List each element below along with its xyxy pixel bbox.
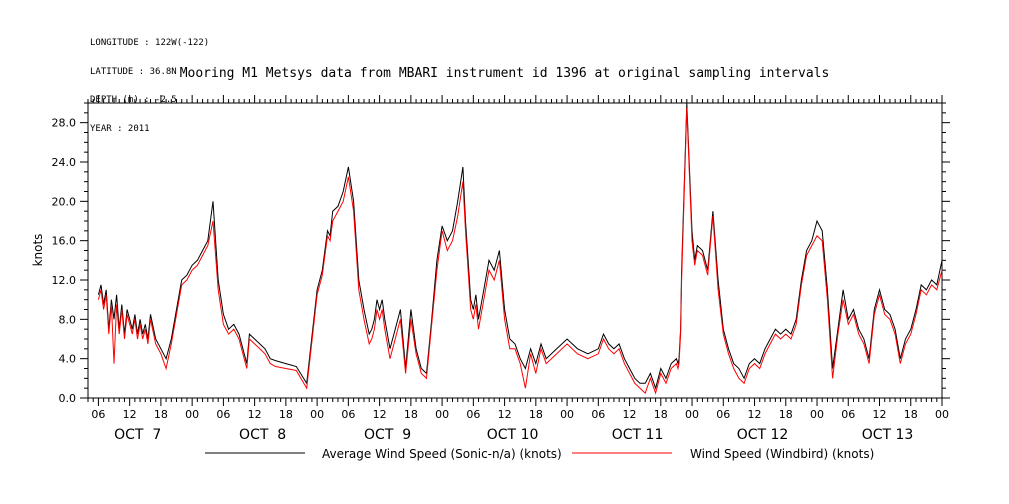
x-tick-label: 06 [841, 408, 855, 421]
x-tick-label: 18 [654, 408, 668, 421]
y-tick-label: 12.0 [52, 274, 77, 287]
date-label: OCT 12 [737, 427, 789, 443]
series-line-sonic [97, 102, 943, 390]
x-tick-label: 06 [591, 408, 605, 421]
x-tick-label: 18 [279, 408, 293, 421]
legend-label-sonic: Average Wind Speed (Sonic-n/a) (knots) [322, 447, 562, 461]
x-tick-label: 00 [560, 408, 574, 421]
x-tick-label: 18 [779, 408, 793, 421]
x-tick-label: 00 [935, 408, 949, 421]
x-tick-label: 18 [154, 408, 168, 421]
x-tick-label: 06 [716, 408, 730, 421]
y-tick-label: 8.0 [59, 313, 77, 326]
y-tick-label: 20.0 [52, 195, 77, 208]
y-tick-label: 0.0 [59, 392, 77, 405]
y-tick-label: 24.0 [52, 156, 77, 169]
x-tick-label: 12 [623, 408, 637, 421]
x-tick-label: 12 [498, 408, 512, 421]
x-tick-label: 00 [310, 408, 324, 421]
y-axis-label: knots [31, 234, 45, 267]
date-label: OCT 7 [114, 427, 161, 443]
x-tick-label: 00 [435, 408, 449, 421]
x-tick-label: 12 [373, 408, 387, 421]
latitude-text: LATITUDE : 36.8N [90, 66, 177, 77]
x-tick-label: 06 [341, 408, 355, 421]
chart-title: Mooring M1 Metsys data from MBARI instru… [179, 66, 830, 81]
x-tick-label: 18 [529, 408, 543, 421]
x-tick-label: 00 [185, 408, 199, 421]
date-label: OCT 9 [364, 427, 411, 443]
x-tick-label: 12 [123, 408, 137, 421]
x-tick-label: 12 [248, 408, 262, 421]
y-tick-label: 28.0 [52, 117, 77, 130]
x-tick-label: 06 [466, 408, 480, 421]
y-tick-label: 16.0 [52, 235, 77, 248]
x-tick-label: 00 [685, 408, 699, 421]
series-line-windbird [97, 107, 943, 395]
longitude-text: LONGITUDE : 122W(-122) [90, 38, 210, 48]
x-tick-label: 00 [810, 408, 824, 421]
date-label: OCT 10 [487, 427, 539, 443]
y-tick-label: 4.0 [59, 353, 77, 366]
x-tick-label: 12 [873, 408, 887, 421]
x-tick-label: 12 [748, 408, 762, 421]
year-text: YEAR : 2011 [90, 123, 150, 134]
x-tick-label: 18 [904, 408, 918, 421]
date-label: OCT 8 [239, 427, 286, 443]
date-label: OCT 13 [862, 427, 914, 443]
legend-label-windbird: Wind Speed (Windbird) (knots) [690, 447, 874, 461]
x-tick-label: 06 [91, 408, 105, 421]
date-label: OCT 11 [612, 427, 664, 443]
x-tick-label: 18 [404, 408, 418, 421]
x-tick-label: 06 [216, 408, 230, 421]
